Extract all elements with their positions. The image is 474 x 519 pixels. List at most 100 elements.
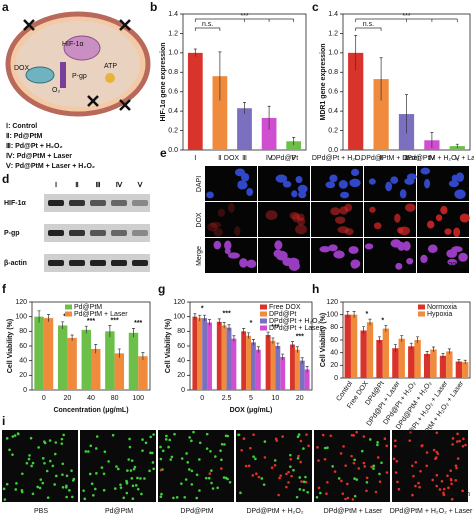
- stained-cell: [260, 477, 264, 480]
- bar: [246, 335, 251, 390]
- x-tick-label: 5: [249, 395, 253, 402]
- stained-cell: [113, 487, 117, 490]
- stained-cell: [31, 461, 35, 465]
- bar: [34, 316, 44, 390]
- stained-cell: [296, 435, 300, 438]
- stained-cell: [461, 444, 465, 448]
- cell-blob: [427, 244, 438, 254]
- stained-cell: [351, 498, 355, 501]
- bar: [57, 325, 68, 390]
- stained-cell: [376, 441, 379, 444]
- cell-blob: [265, 210, 278, 221]
- cell-blob: [287, 257, 300, 267]
- cell-blob: [282, 180, 292, 188]
- stained-cell: [130, 459, 134, 462]
- bar: [294, 349, 300, 390]
- cell-blob: [209, 221, 222, 228]
- micro-row-label: Merge: [196, 246, 203, 266]
- cell-blob: [237, 180, 248, 190]
- blot-band: [111, 230, 127, 236]
- y-tick-label: 0.0: [328, 147, 338, 154]
- bar: [138, 356, 148, 390]
- legend-label: DPd@Pt + H₂O₂: [269, 318, 321, 325]
- error-bar: [354, 35, 358, 71]
- cell-blob: [228, 203, 235, 213]
- x-tick-label: 10: [272, 395, 280, 402]
- stained-cell: [339, 452, 343, 455]
- y-tick-label: 0.0: [168, 147, 178, 154]
- stained-cell: [48, 459, 52, 463]
- annotation: ***: [240, 13, 248, 20]
- stained-cell: [461, 489, 464, 493]
- stained-cell: [442, 491, 445, 495]
- legend-swatch: [65, 304, 72, 310]
- cell-blob: [404, 203, 416, 212]
- stained-cell: [449, 469, 453, 473]
- stained-cell: [442, 487, 446, 491]
- stained-cell: [198, 441, 202, 445]
- stained-cell: [414, 460, 418, 464]
- cell-blob: [325, 181, 336, 189]
- mitochondrion: [25, 66, 55, 84]
- x-tick-label: 0: [42, 395, 46, 402]
- error-bar: [243, 102, 246, 115]
- stained-cell: [62, 433, 65, 437]
- stained-cell: [13, 434, 17, 437]
- stained-cell: [378, 480, 382, 483]
- stained-cell: [252, 433, 255, 436]
- legend-label: Free DOX: [269, 304, 301, 311]
- legend-label: Pd@PtM: [74, 304, 102, 311]
- stained-cell: [139, 477, 142, 480]
- stained-cell: [411, 493, 414, 497]
- stained-cell: [190, 439, 193, 443]
- cell-blob: [446, 249, 458, 258]
- y-tick-label: 0.2: [168, 127, 178, 134]
- stained-cell: [144, 441, 148, 445]
- error-bar: [430, 132, 434, 149]
- y-tick-label: 60: [330, 337, 338, 344]
- blot-band: [48, 200, 64, 206]
- bar: [344, 314, 351, 378]
- stained-cell: [161, 449, 165, 453]
- live-dead-label: DPd@PtM: [180, 508, 213, 515]
- stained-cell: [237, 433, 241, 437]
- stained-cell: [462, 437, 465, 441]
- error-bar: [251, 339, 255, 346]
- stained-cell: [186, 461, 190, 464]
- cell-blob: [368, 178, 376, 185]
- stained-cell: [103, 450, 107, 454]
- stained-cell: [159, 457, 163, 461]
- legend-label: DPd@Pt: [269, 311, 296, 318]
- stained-cell: [209, 449, 212, 453]
- cell-blob: [344, 203, 353, 212]
- stained-cell: [188, 436, 191, 439]
- stained-cell: [83, 497, 87, 501]
- stained-cell: [417, 481, 420, 485]
- legend-swatch: [260, 304, 267, 310]
- stained-cell: [68, 489, 71, 492]
- error-bar: [295, 346, 299, 353]
- error-bar: [405, 94, 408, 134]
- stained-cell: [71, 495, 74, 499]
- live-dead-image: [158, 430, 234, 502]
- cell-blob: [399, 189, 407, 199]
- stained-cell: [263, 440, 267, 443]
- stained-cell: [159, 495, 163, 499]
- x-axis-label: DOX (μg/mL): [230, 407, 273, 414]
- stained-cell: [211, 487, 215, 490]
- stained-cell: [273, 464, 277, 467]
- stained-cell: [316, 446, 319, 449]
- stained-cell: [302, 488, 305, 492]
- legend-swatch: [260, 311, 267, 317]
- stained-cell: [376, 456, 380, 459]
- stained-cell: [192, 430, 195, 434]
- stained-cell: [134, 484, 138, 487]
- live-dead-label: PBS: [34, 508, 48, 515]
- bar: [446, 351, 453, 378]
- group-label: Ⅴ: Pd@PtM + Laser + H₂O₂: [5, 162, 95, 170]
- significance-bracket: [194, 18, 295, 31]
- stained-cell: [326, 446, 329, 450]
- panel-label: i: [2, 414, 5, 428]
- cell-blob: [350, 260, 359, 269]
- bar: [241, 331, 247, 390]
